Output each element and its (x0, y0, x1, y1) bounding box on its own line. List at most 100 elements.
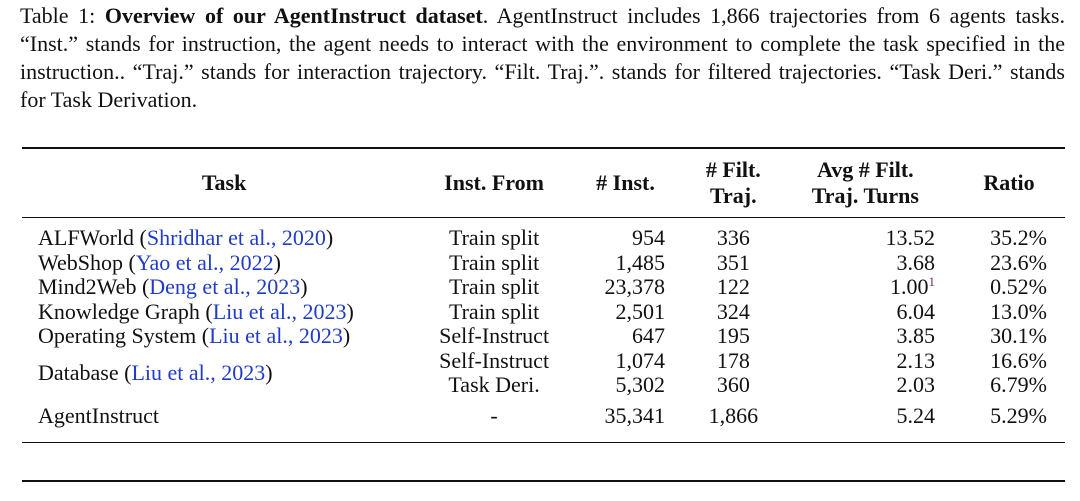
citation-separator: , (270, 225, 282, 251)
filt-traj-cell: 122 (716, 274, 750, 300)
citation-year: 2023 (302, 298, 347, 324)
citation-authors: Liu et al. (209, 323, 288, 349)
num-inst-cell: 23,378 (604, 274, 666, 300)
table-row-mind2web: Mind2Web (Deng et al., 2023) Train split… (22, 275, 1065, 300)
task-cell: Database (Liu et al., 2023) (38, 360, 273, 385)
dataset-overview-table: Task Inst. From # Inst. # Filt. Traj. Av… (22, 149, 1065, 434)
citation-year: 2023 (221, 360, 266, 385)
table-bottom-rule (22, 480, 1065, 482)
table-row-alfworld: ALFWorld (Shridhar et al., 2020) Train s… (22, 226, 1065, 251)
caption-title: Overview of our AgentInstruct dataset (104, 3, 483, 28)
citation-separator: , (245, 274, 257, 300)
table-top-rule (22, 147, 1065, 149)
citation-authors: Liu et al. (131, 360, 211, 385)
header-filt-traj: # Filt. Traj. (689, 149, 778, 217)
header-avg-turns: Avg # Filt. Traj. Turns (778, 149, 953, 217)
num-inst-cell: 1,485 (615, 249, 666, 275)
task-name: WebShop (38, 249, 124, 275)
citation-link[interactable]: Yao et al., 2022 (136, 250, 274, 275)
avg-turns-cell: 3.85 (896, 323, 936, 349)
header-ratio: Ratio (983, 170, 1035, 195)
num-inst-cell: 1,074 (615, 347, 666, 373)
citation-year: 2020 (281, 225, 326, 251)
citation-link[interactable]: Deng et al., 2023 (149, 274, 300, 299)
citation-authors: Yao et al. (135, 249, 219, 275)
citation-year: 2022 (229, 249, 274, 275)
inst-from-cell: - (490, 402, 498, 428)
avg-turns-cell: 1.001 (778, 275, 953, 300)
header-task: Task (201, 170, 247, 195)
caption-body: . AgentInstruct includes 1,866 trajector… (20, 3, 1065, 112)
citation-year: 2023 (256, 274, 301, 300)
inst-from-cell: Train split (448, 274, 540, 300)
task-name: ALFWorld (38, 225, 135, 251)
citation-separator: , (291, 298, 303, 324)
citation-link[interactable]: Liu et al., 2023 (213, 299, 347, 324)
num-inst-cell: 2,501 (615, 298, 666, 324)
filt-traj-cell: 351 (716, 249, 750, 275)
citation-separator: , (218, 249, 230, 275)
citation-separator: , (287, 323, 299, 349)
task-cell: WebShop (Yao et al., 2022) (38, 249, 281, 275)
table-header-rule (22, 217, 1065, 218)
avg-turns-cell: 2.13 (896, 347, 936, 373)
num-inst-cell: 5,302 (615, 372, 666, 398)
table-row-knowledge-graph: Knowledge Graph (Liu et al., 2023) Train… (22, 298, 1065, 325)
table-total-rule (22, 442, 1065, 443)
num-inst-cell: 954 (632, 225, 666, 251)
filt-traj-cell: 1,866 (708, 402, 759, 428)
citation-authors: Liu et al. (212, 298, 292, 324)
avg-turns-value: 1.00 (890, 274, 929, 300)
ratio-cell: 5.29% (990, 402, 1047, 428)
avg-turns-cell: 2.03 (896, 372, 936, 398)
header-avg-turns-line1: Avg # Filt. (816, 157, 914, 182)
ratio-cell: 16.6% (990, 347, 1047, 373)
table-row-operating-system: Operating System (Liu et al., 2023) Self… (22, 324, 1065, 349)
avg-turns-cell: 13.52 (885, 225, 936, 251)
inst-from-cell: Train split (448, 249, 540, 275)
task-cell: Operating System (Liu et al., 2023) (38, 323, 351, 349)
caption-label: Table 1: (20, 3, 96, 28)
inst-from-cell: Task Deri. (448, 372, 540, 398)
table-caption: Table 1: Overview of our AgentInstruct d… (20, 2, 1065, 114)
table-row-webshop: WebShop (Yao et al., 2022) Train split 1… (22, 249, 1065, 276)
task-name: Database (38, 360, 119, 385)
ratio-cell: 13.0% (990, 298, 1047, 324)
filt-traj-cell: 178 (716, 347, 750, 373)
inst-from-cell: Self-Instruct (439, 323, 550, 349)
citation-year: 2023 (298, 323, 343, 349)
inst-from-cell: Self-Instruct (439, 347, 550, 373)
table-row-total: AgentInstruct - 35,341 1,866 5.24 5.29% (22, 398, 1065, 434)
avg-turns-cell: 6.04 (896, 298, 936, 324)
citation-separator: , (210, 360, 222, 385)
filt-traj-cell: 324 (716, 298, 750, 324)
table-row-database-self-instruct: Database (Liu et al., 2023) Self-Instruc… (22, 347, 1065, 384)
num-inst-cell: 647 (632, 323, 666, 349)
ratio-cell: 30.1% (990, 323, 1047, 349)
task-cell: AgentInstruct (38, 402, 159, 428)
filt-traj-cell: 360 (716, 372, 750, 398)
task-name: Mind2Web (38, 274, 137, 300)
avg-turns-cell: 5.24 (896, 402, 936, 428)
ratio-cell: 0.52% (990, 274, 1047, 300)
header-num-inst: # Inst. (596, 170, 655, 195)
header-avg-turns-line2: Traj. Turns (811, 183, 919, 208)
filt-traj-cell: 336 (716, 225, 750, 251)
task-name: Knowledge Graph (38, 298, 200, 324)
task-cell: Knowledge Graph (Liu et al., 2023) (38, 298, 354, 324)
citation-authors: Deng et al. (149, 274, 246, 300)
citation-authors: Shridhar et al. (146, 225, 271, 251)
task-cell: ALFWorld (Shridhar et al., 2020) (38, 225, 334, 251)
inst-from-cell: Train split (448, 298, 540, 324)
citation-link[interactable]: Liu et al., 2023 (131, 360, 265, 385)
task-name: Operating System (38, 323, 197, 349)
footnote-marker[interactable]: 1 (928, 274, 936, 290)
citation-link[interactable]: Shridhar et al., 2020 (147, 225, 326, 250)
table-header-row: Task Inst. From # Inst. # Filt. Traj. Av… (22, 149, 1065, 217)
citation-link[interactable]: Liu et al., 2023 (209, 323, 343, 348)
header-inst-from: Inst. From (444, 170, 544, 195)
ratio-cell: 23.6% (990, 249, 1047, 275)
avg-turns-cell: 3.68 (896, 249, 936, 275)
header-filt-traj-line1: # Filt. (705, 157, 761, 182)
